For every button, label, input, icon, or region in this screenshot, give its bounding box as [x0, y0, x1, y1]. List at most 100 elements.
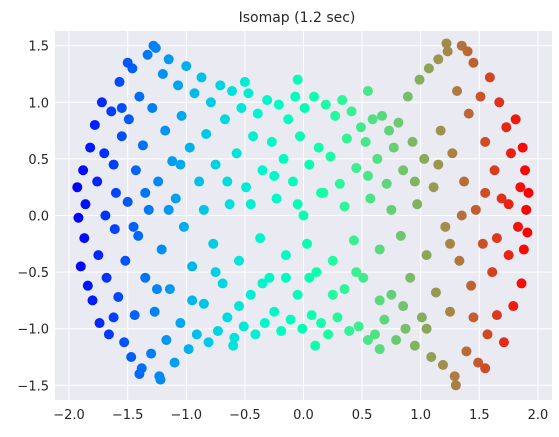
data-point [187, 261, 198, 272]
data-point [92, 176, 103, 187]
data-point [146, 348, 157, 359]
data-point [515, 182, 526, 193]
data-point [228, 340, 239, 351]
data-point [128, 221, 139, 232]
data-point [292, 289, 303, 300]
data-point [134, 368, 145, 379]
data-point [381, 178, 392, 189]
data-point [372, 153, 383, 164]
data-point [156, 244, 167, 255]
data-point [217, 278, 228, 289]
data-point [287, 176, 298, 187]
data-point [351, 162, 362, 173]
data-point [299, 102, 310, 113]
data-point [421, 323, 432, 334]
data-point [409, 176, 420, 187]
data-point [222, 312, 233, 323]
data-point [470, 204, 481, 215]
data-point [516, 278, 527, 289]
data-point [239, 76, 250, 87]
data-point [433, 54, 444, 65]
data-point [423, 63, 434, 74]
data-point [370, 329, 381, 340]
data-point [181, 61, 192, 72]
data-point [73, 212, 84, 223]
data-point [129, 310, 140, 321]
data-point [173, 80, 184, 91]
data-point [351, 267, 362, 278]
data-point [157, 69, 168, 80]
data-point [137, 140, 148, 151]
data-point [234, 301, 245, 312]
data-point [245, 199, 256, 210]
x-tick-label: −1.0 [170, 408, 202, 423]
data-point [113, 291, 124, 302]
data-point [153, 176, 164, 187]
data-point [463, 108, 474, 119]
data-point [302, 238, 313, 249]
data-point [85, 142, 96, 153]
data-point [341, 133, 352, 144]
data-point [183, 344, 194, 355]
data-point [79, 233, 90, 244]
data-point [489, 165, 500, 176]
data-point [238, 321, 249, 332]
data-point [496, 193, 507, 204]
data-point [332, 312, 343, 323]
data-point [78, 165, 89, 176]
data-point [353, 321, 364, 332]
data-point [304, 272, 315, 283]
y-tick-label: 1.5 [28, 40, 49, 55]
data-point [433, 159, 444, 170]
data-point [210, 267, 221, 278]
data-point [441, 38, 452, 49]
data-point [273, 99, 284, 110]
data-point [484, 72, 495, 83]
data-point [313, 142, 324, 153]
data-point [344, 325, 355, 336]
data-point [323, 329, 334, 340]
data-point [520, 165, 531, 176]
data-point [269, 170, 280, 181]
data-point [388, 142, 399, 153]
data-point [130, 165, 141, 176]
data-point [505, 148, 516, 159]
data-point [416, 312, 427, 323]
data-point [402, 91, 413, 102]
data-point [142, 49, 153, 60]
data-point [475, 91, 486, 102]
data-point [346, 106, 357, 117]
data-point [72, 182, 83, 193]
data-point [480, 363, 491, 374]
data-point [231, 148, 242, 159]
data-point [140, 187, 151, 198]
data-point [175, 159, 186, 170]
data-point [243, 88, 254, 99]
data-point [116, 131, 127, 142]
data-point [391, 335, 402, 346]
data-point [178, 221, 189, 232]
data-point [379, 314, 390, 325]
data-point [198, 204, 209, 215]
data-point [210, 159, 221, 170]
data-point [212, 325, 223, 336]
data-point [461, 346, 472, 357]
data-point [327, 255, 338, 266]
data-point [358, 272, 369, 283]
data-point [292, 199, 303, 210]
data-point [393, 117, 404, 128]
data-point [280, 272, 291, 283]
data-point [257, 278, 268, 289]
data-point [108, 312, 119, 323]
data-point [208, 238, 219, 249]
data-point [409, 340, 420, 351]
data-point [114, 76, 125, 87]
data-point [337, 95, 348, 106]
data-point [384, 125, 395, 136]
data-point [491, 233, 502, 244]
data-point [398, 165, 409, 176]
data-point [501, 122, 512, 133]
data-point [194, 176, 205, 187]
data-point [187, 295, 198, 306]
